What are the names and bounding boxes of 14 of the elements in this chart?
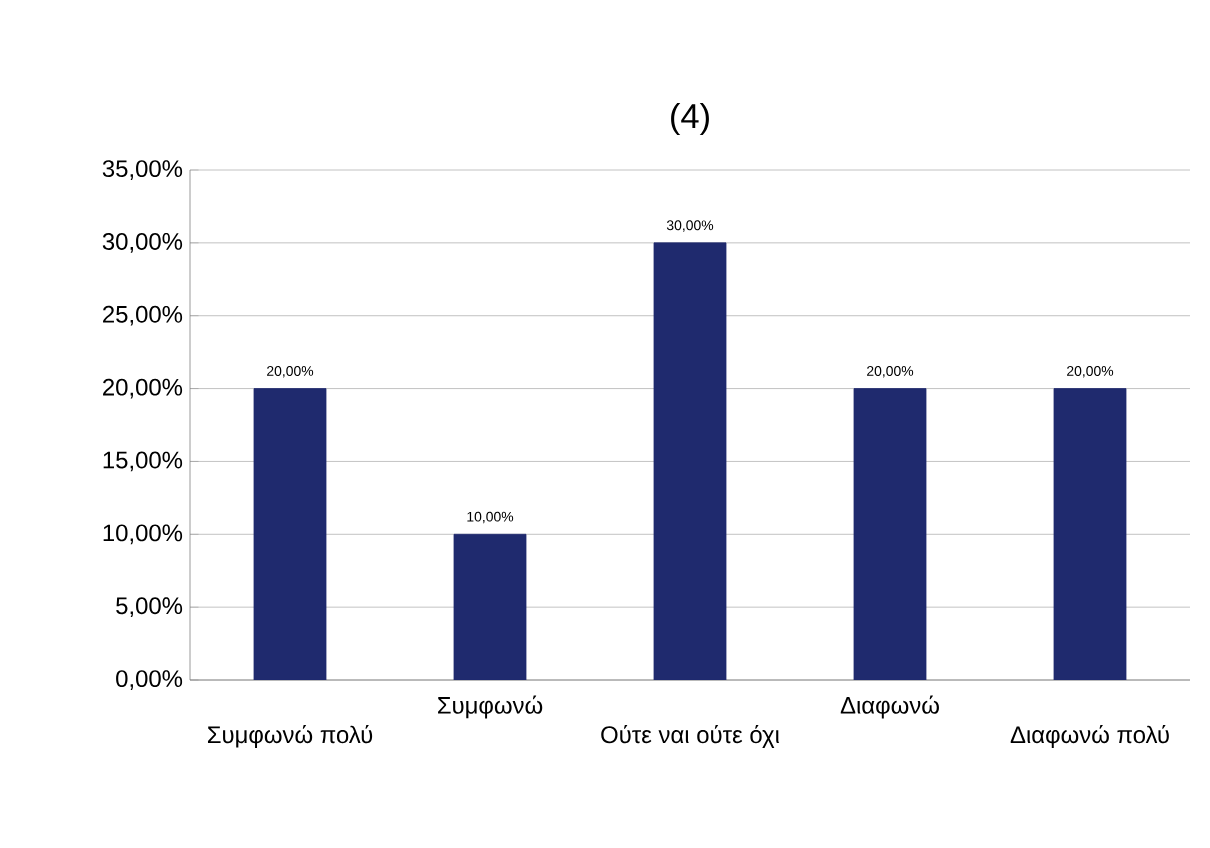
x-tick-label: Συμφωνώ πολύ <box>207 724 373 748</box>
y-tick-label: 10,00% <box>103 524 183 545</box>
x-tick-label: Συμφωνώ <box>438 695 543 719</box>
y-tick-label: 20,00% <box>103 378 183 399</box>
x-tick-label: Ούτε ναι ούτε όχι <box>601 724 780 748</box>
chart-title: (4) <box>671 102 709 136</box>
x-tick-label: Διαφωνώ <box>840 695 939 719</box>
y-tick-label: 30,00% <box>102 232 183 253</box>
y-tick-label: 15,00% <box>103 451 183 472</box>
x-tick-label: Διαφωνώ πολύ <box>1010 724 1169 748</box>
y-tick-label: 35,00% <box>102 160 183 180</box>
y-tick-label: 25,00% <box>103 305 183 326</box>
y-tick-label: 0,00% <box>116 670 183 690</box>
y-tick-label: 5,00% <box>116 597 183 618</box>
